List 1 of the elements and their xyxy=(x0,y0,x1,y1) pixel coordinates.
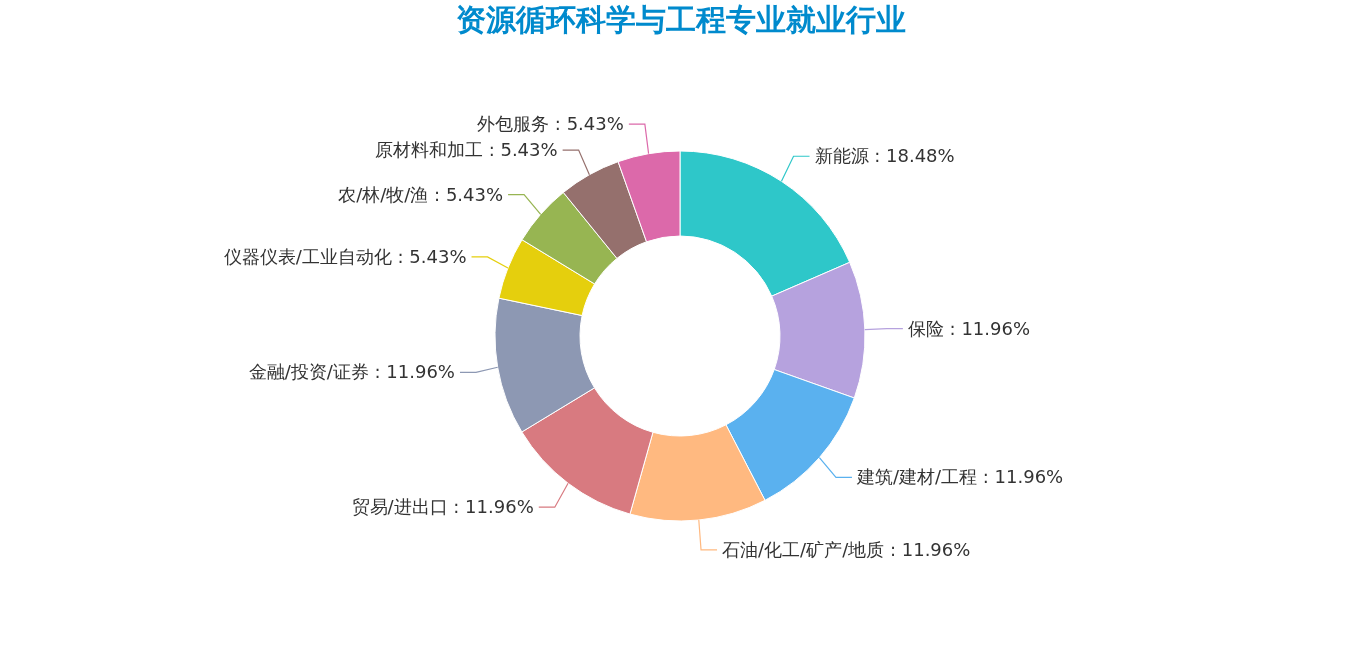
title: 资源循环科学与工程专业就业行业 xyxy=(455,2,906,37)
